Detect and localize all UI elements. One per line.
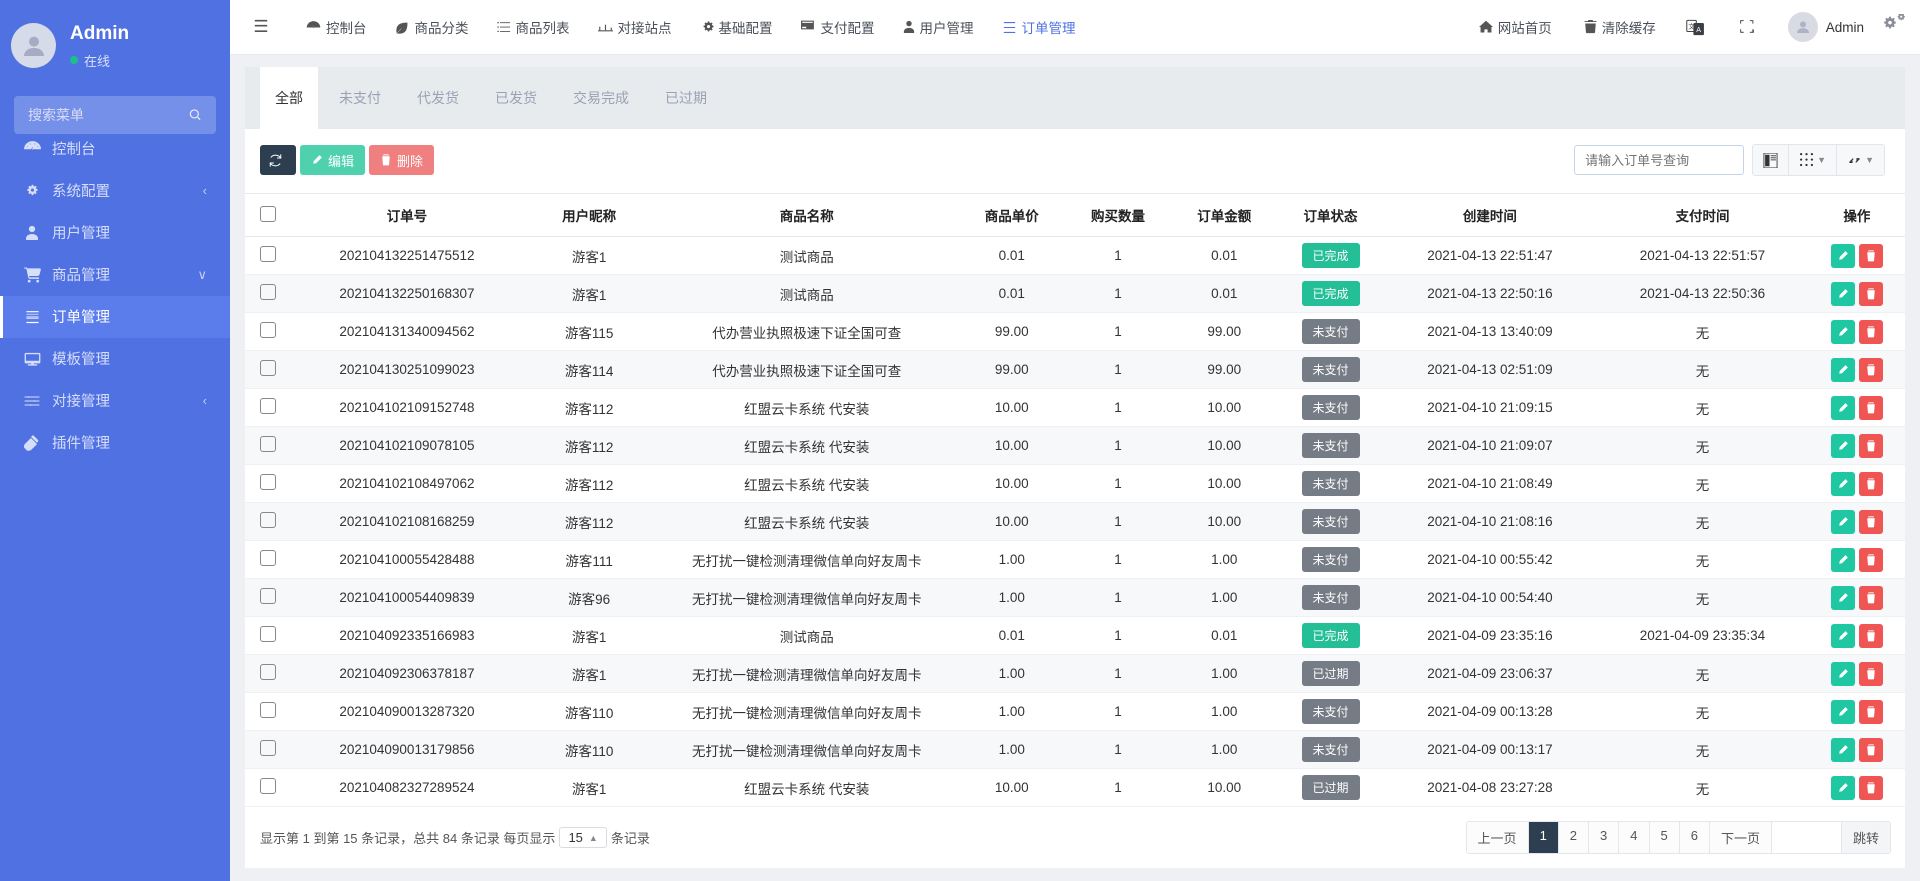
svg-text:A: A [1696, 25, 1701, 33]
